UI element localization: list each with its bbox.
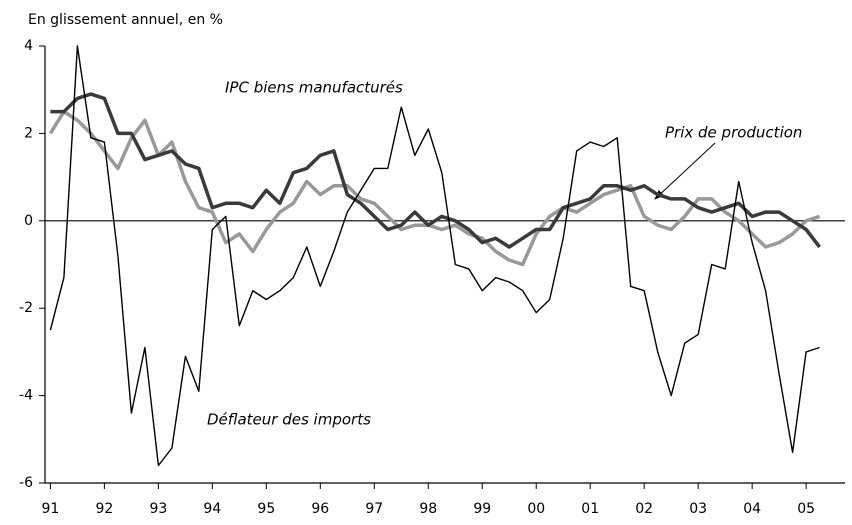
x-tick-label: 93 [149, 501, 167, 517]
series-label: Déflateur des imports [207, 411, 371, 429]
y-axis-label: En glissement annuel, en % [28, 12, 223, 28]
y-tick-label: 4 [24, 38, 33, 54]
series-line [49, 45, 820, 467]
y-tick-label: 0 [24, 213, 33, 229]
y-tick-label: -6 [19, 475, 33, 491]
annotation-arrow [654, 142, 716, 200]
series-label: Prix de production [665, 124, 802, 142]
x-tick-label: 99 [473, 501, 491, 517]
x-tick-label: 98 [419, 501, 437, 517]
y-tick-label: -4 [19, 388, 33, 404]
series-label: IPC biens manufacturés [225, 79, 403, 97]
x-tick-label: 94 [203, 501, 221, 517]
x-tick-label: 96 [311, 501, 329, 517]
x-tick-label: 05 [797, 501, 815, 517]
x-tick-label: 91 [41, 501, 59, 517]
series-line [48, 109, 821, 267]
x-tick-label: 03 [689, 501, 707, 517]
x-tick-label: 95 [257, 501, 275, 517]
x-tick-label: 04 [743, 501, 761, 517]
y-tick-label: -2 [19, 300, 33, 316]
x-tick-label: 00 [527, 501, 545, 517]
x-tick-label: 92 [95, 501, 113, 517]
x-tick-label: 02 [635, 501, 653, 517]
x-tick-label: 97 [365, 501, 383, 517]
series-line [50, 92, 821, 249]
y-tick-label: 2 [24, 125, 33, 141]
x-tick-label: 01 [581, 501, 599, 517]
